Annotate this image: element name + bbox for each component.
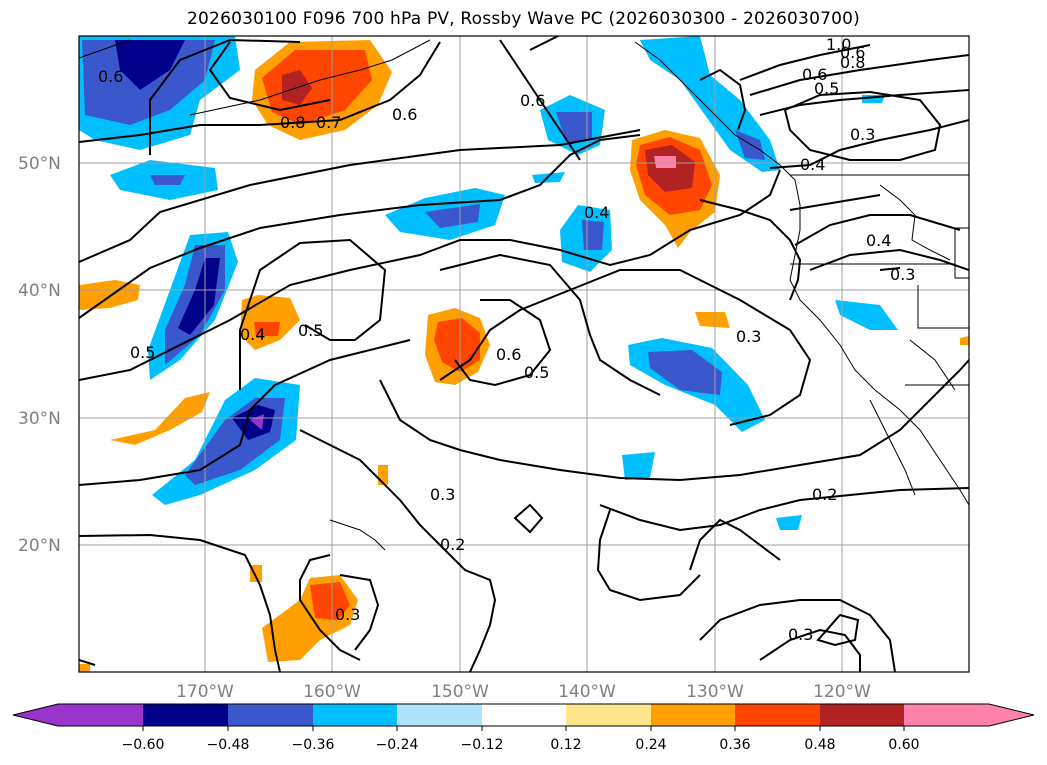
contour-label: 0.4: [240, 325, 265, 344]
colorbar-outline: [12, 703, 1035, 727]
colorbar-seg: [735, 704, 820, 726]
colorbar-seg: [482, 704, 566, 726]
contour-label: 0.2: [812, 485, 837, 504]
map-plot-area: 1.0 0.8 0.6 0.5 0.3 0.4 0.6 0.7 0.8 0.6 …: [79, 35, 969, 672]
contour-label: 0.6: [392, 105, 417, 124]
lat-label-50n: 50°N: [18, 154, 61, 174]
contour-label: 0.3: [736, 327, 761, 346]
contour-label: 1.0: [826, 35, 851, 54]
colorbar-seg: [397, 704, 482, 726]
contour-label: 0.3: [890, 265, 915, 284]
colorbar-tick-label: 0.36: [719, 737, 750, 753]
contour-label: 0.6: [98, 67, 123, 86]
colorbar-tick-label: −0.36: [292, 737, 335, 753]
lon-label-130w: 130°W: [686, 682, 744, 702]
latitude-labels: 50°N 40°N 30°N 20°N: [18, 154, 61, 556]
colorbar-tick-marks: [142, 726, 905, 731]
lat-label-20n: 20°N: [18, 536, 61, 556]
contour-label: 0.4: [584, 203, 609, 222]
contour-labels: 1.0 0.8 0.6 0.5 0.3 0.4 0.6 0.7 0.8 0.6 …: [98, 35, 915, 644]
lon-label-170w: 170°W: [176, 682, 234, 702]
lon-label-120w: 120°W: [813, 682, 871, 702]
contour-label: 0.2: [440, 535, 465, 554]
colorbar-tick-label: 0.60: [888, 737, 919, 753]
contour-label: 0.3: [335, 605, 360, 624]
colorbar-seg: [228, 704, 313, 726]
lon-label-160w: 160°W: [303, 682, 361, 702]
contour-label: 0.3: [430, 485, 455, 504]
colorbar-seg: [904, 704, 1034, 726]
lat-label-30n: 30°N: [18, 409, 61, 429]
lon-label-150w: 150°W: [431, 682, 489, 702]
contour-label: 0.6: [520, 91, 545, 110]
contour-label: 0.5: [298, 321, 323, 340]
colorbar-tick-label: −0.12: [461, 737, 504, 753]
colorbar-tick-label: 0.24: [635, 737, 666, 753]
colorbar-seg: [566, 704, 651, 726]
colorbar-tick-label: 0.12: [550, 737, 581, 753]
map-title: 2026030100 F096 700 hPa PV, Rossby Wave …: [187, 9, 860, 29]
colorbar-seg: [143, 704, 228, 726]
map-frame: [78, 35, 970, 673]
colorbar-seg: [13, 704, 143, 726]
pv-contours: [79, 36, 969, 672]
contour-label: 0.7: [316, 113, 341, 132]
colorbar-tick-label: 0.48: [804, 737, 835, 753]
contour-label: 0.8: [280, 113, 305, 132]
colorbar-tick-label: −0.48: [207, 737, 250, 753]
lon-label-140w: 140°W: [558, 682, 616, 702]
colorbar-seg: [820, 704, 904, 726]
contour-label: 0.6: [802, 65, 827, 84]
contour-label: 0.5: [524, 363, 549, 382]
coastlines-borders: [79, 39, 969, 551]
contour-label: 0.4: [800, 155, 825, 174]
colorbar-seg: [651, 704, 735, 726]
contour-label: 0.5: [814, 79, 839, 98]
contour-label: 0.4: [866, 231, 891, 250]
colorbar-seg: [313, 704, 397, 726]
contour-label: 0.3: [788, 625, 813, 644]
contour-label: 0.6: [496, 345, 521, 364]
lat-lon-grid: [79, 36, 969, 672]
contour-label: 0.5: [130, 343, 155, 362]
colorbar-tick-label: −0.24: [376, 737, 419, 753]
longitude-labels: 170°W 160°W 150°W 140°W 130°W 120°W: [176, 682, 871, 702]
contour-label: 0.8: [840, 53, 865, 72]
contour-label: 0.6: [840, 43, 865, 62]
contour-label: 0.3: [850, 125, 875, 144]
lat-label-40n: 40°N: [18, 281, 61, 301]
colorbar-tick-label: −0.60: [122, 737, 165, 753]
colorbar: −0.60 −0.48 −0.36 −0.24 −0.12 0.12 0.24 …: [12, 703, 1035, 753]
